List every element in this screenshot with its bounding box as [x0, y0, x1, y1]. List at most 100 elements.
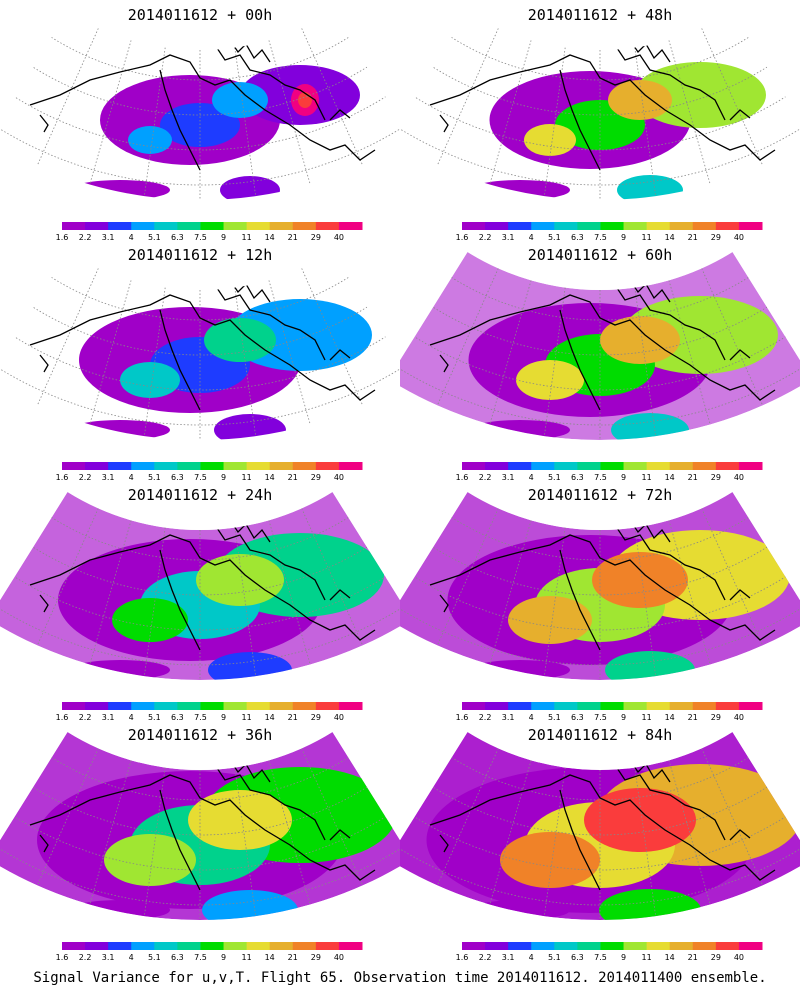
variance-field — [470, 62, 766, 200]
colorbar-tick-label: 14 — [265, 953, 275, 962]
map-plot — [400, 12, 800, 200]
colorbar-tick-label: 4 — [529, 713, 534, 722]
colorbar-tick-label: 14 — [665, 233, 675, 242]
colorbar-swatch — [85, 942, 109, 950]
colorbar-swatch — [246, 942, 271, 950]
colorbar-swatch — [600, 222, 625, 230]
panel-title: 2014011612 + 00h — [127, 6, 273, 24]
colorbar-swatch — [669, 702, 694, 710]
colorbar-tick-label: 4 — [529, 953, 534, 962]
colorbar-tick-label: 3.1 — [502, 233, 515, 242]
colorbar-tick-label: 5.1 — [148, 953, 161, 962]
colorbar-swatch — [600, 942, 625, 950]
colorbar-swatch — [646, 942, 671, 950]
colorbar-tick-label: 5.1 — [548, 953, 561, 962]
colorbar-tick-label: 4 — [129, 953, 134, 962]
variance-field — [400, 252, 800, 440]
panel-title: 2014011612 + 72h — [527, 486, 673, 504]
colorbar-swatch — [508, 942, 532, 950]
variance-field — [70, 299, 372, 440]
map-plot — [0, 732, 400, 920]
colorbar-swatch — [62, 702, 86, 710]
colorbar-swatch — [554, 222, 578, 230]
colorbar-tick-label: 1.6 — [56, 713, 69, 722]
colorbar-swatch — [669, 222, 694, 230]
colorbar-swatch — [462, 942, 486, 950]
colorbar-swatch — [292, 942, 317, 950]
colorbar-swatch — [485, 942, 509, 950]
variance-field — [0, 492, 400, 680]
colorbar: 1.6 2.2 3.1 4 5.1 6.3 7.5 9 11 14 21 29 40 — [56, 222, 363, 242]
colorbar-swatch — [738, 462, 763, 470]
coastline — [29, 759, 376, 891]
colorbar-swatch — [669, 462, 694, 470]
colorbar-swatch — [577, 942, 601, 950]
graticule — [400, 492, 800, 680]
panel-title: 2014011612 + 36h — [127, 726, 273, 744]
colorbar-tick-label: 6.3 — [571, 473, 584, 482]
colorbar-swatch — [177, 222, 201, 230]
colorbar-swatch — [200, 222, 225, 230]
colorbar-tick-label: 1.6 — [456, 473, 469, 482]
colorbar-tick-label: 21 — [288, 473, 298, 482]
panel-title: 2014011612 + 24h — [127, 486, 273, 504]
colorbar-tick-label: 2.2 — [79, 713, 92, 722]
colorbar-swatch — [462, 702, 486, 710]
colorbar-swatch — [292, 222, 317, 230]
colorbar-tick-label: 40 — [734, 713, 744, 722]
colorbar-tick-label: 5.1 — [148, 233, 161, 242]
colorbar-tick-label: 5.1 — [548, 713, 561, 722]
colorbar-tick-label: 21 — [288, 713, 298, 722]
colorbar-swatch — [692, 222, 717, 230]
colorbar-tick-label: 6.3 — [571, 953, 584, 962]
colorbar-swatch — [485, 702, 509, 710]
colorbar-tick-label: 9 — [621, 473, 626, 482]
colorbar-swatch — [246, 462, 271, 470]
colorbar-swatch — [462, 462, 486, 470]
colorbar-swatch — [692, 462, 717, 470]
coastline — [429, 759, 776, 891]
coastline — [29, 279, 376, 411]
colorbar-tick-label: 11 — [242, 233, 252, 242]
colorbar-tick-label: 1.6 — [456, 953, 469, 962]
colorbar-swatch — [85, 462, 109, 470]
colorbar-tick-label: 29 — [311, 713, 321, 722]
colorbar-tick-label: 29 — [311, 233, 321, 242]
colorbar-tick-label: 40 — [334, 713, 344, 722]
colorbar-tick-label: 14 — [665, 713, 675, 722]
colorbar-tick-label: 11 — [242, 473, 252, 482]
colorbar-tick-label: 2.2 — [479, 713, 492, 722]
colorbar-tick-label: 29 — [311, 953, 321, 962]
colorbar-tick-label: 4 — [129, 713, 134, 722]
colorbar-swatch — [177, 462, 201, 470]
colorbar-tick-label: 1.6 — [456, 713, 469, 722]
colorbar-swatch — [108, 942, 132, 950]
colorbar-tick-label: 14 — [265, 473, 275, 482]
colorbar-tick-label: 21 — [688, 233, 698, 242]
colorbar-tick-label: 9 — [221, 953, 226, 962]
colorbar-tick-label: 6.3 — [171, 713, 184, 722]
colorbar-swatch — [108, 702, 132, 710]
map-plot — [400, 492, 800, 680]
colorbar-swatch — [531, 462, 555, 470]
colorbar-tick-label: 40 — [334, 953, 344, 962]
colorbar-swatch — [223, 222, 248, 230]
graticule — [0, 12, 400, 200]
colorbar-tick-label: 14 — [665, 953, 675, 962]
colorbar-swatch — [154, 942, 178, 950]
colorbar-tick-label: 3.1 — [102, 953, 115, 962]
colorbar-swatch — [554, 942, 578, 950]
coastline — [429, 519, 776, 651]
colorbar-swatch — [85, 222, 109, 230]
colorbar-swatch — [715, 222, 740, 230]
colorbar-tick-label: 7.5 — [594, 713, 607, 722]
colorbar-swatch — [485, 462, 509, 470]
colorbar-tick-label: 3.1 — [502, 473, 515, 482]
colorbar-swatch — [154, 222, 178, 230]
colorbar-tick-label: 11 — [642, 233, 652, 242]
colorbar-swatch — [338, 462, 363, 470]
colorbar-tick-label: 3.1 — [102, 473, 115, 482]
colorbar-tick-label: 2.2 — [479, 953, 492, 962]
colorbar-swatch — [62, 942, 86, 950]
colorbar-swatch — [223, 702, 248, 710]
